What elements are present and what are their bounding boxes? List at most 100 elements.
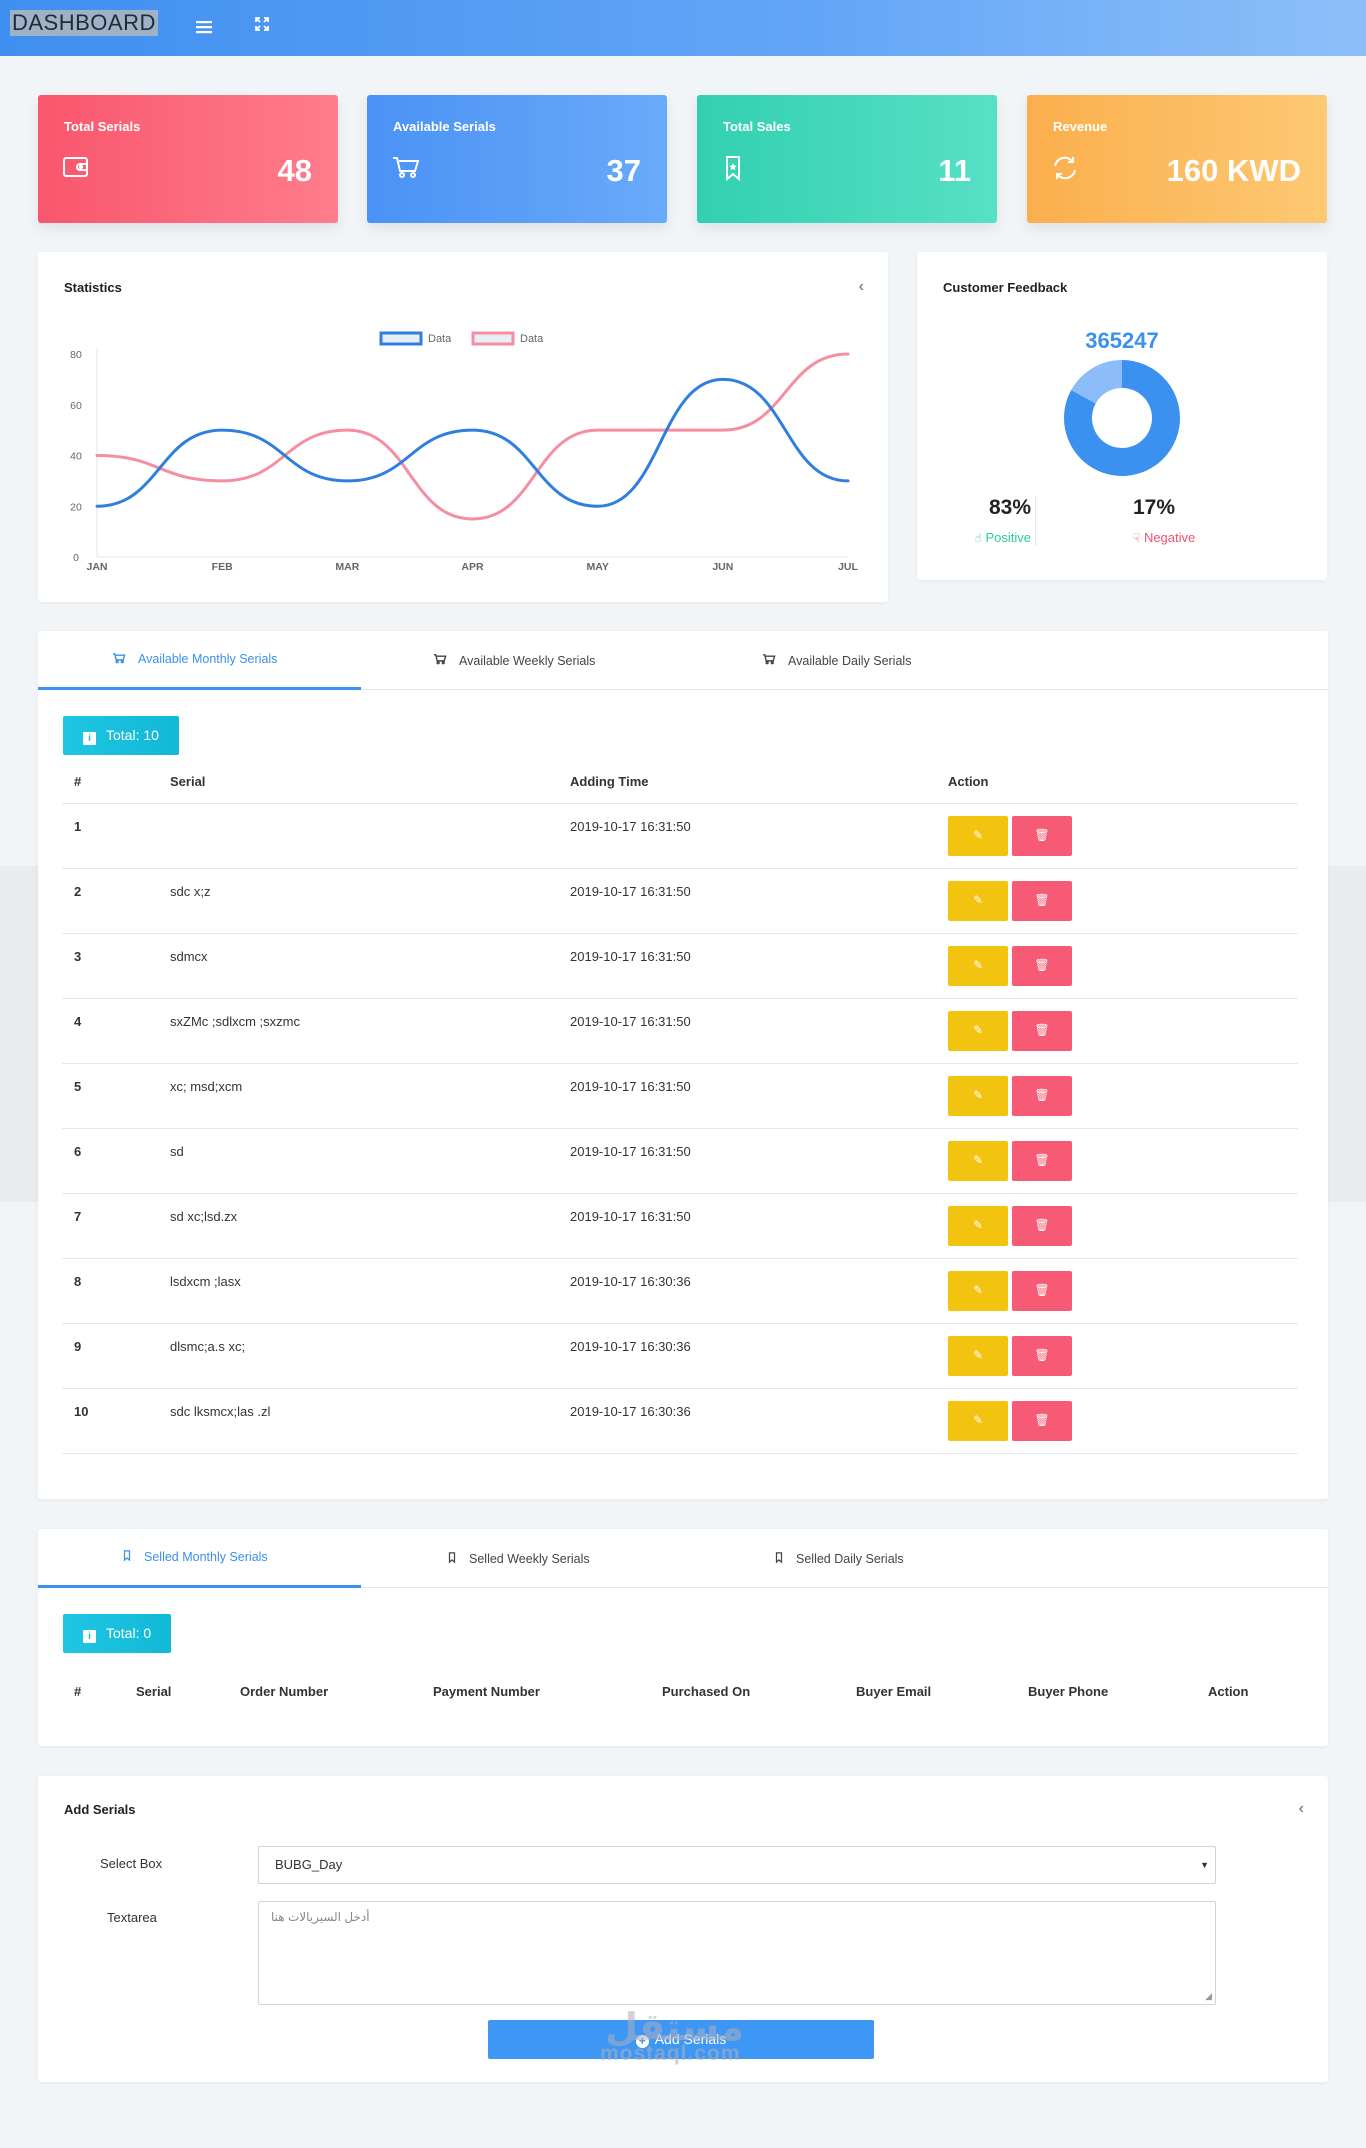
delete-button[interactable]: 🗑 <box>1012 815 1072 856</box>
add-serials-button[interactable]: + Add Serials <box>488 2020 874 2059</box>
tab-selled-daily[interactable]: Selled Daily Serials <box>774 1529 904 1588</box>
edit-button[interactable]: ✎ <box>948 880 1008 921</box>
textarea-placeholder: أدخل السيريالات هنا <box>271 1910 370 1924</box>
tab-label: Selled Daily Serials <box>796 1551 904 1566</box>
total-badge-label: Total: 0 <box>106 1625 152 1641</box>
trash-icon: 🗑 <box>1034 827 1050 842</box>
row-adding-time: 2019-10-17 16:31:50 <box>558 1193 936 1259</box>
plus-circle-icon: + <box>635 2035 649 2048</box>
delete-button[interactable]: 🗑 <box>1012 1400 1072 1441</box>
donut-slice-positive <box>1064 360 1180 476</box>
refresh-icon <box>1051 155 1081 181</box>
row-number: 10 <box>62 1388 158 1454</box>
wallet-icon <box>62 155 92 181</box>
x-tick-label: MAY <box>586 561 608 573</box>
row-actions: ✎ 🗑 <box>936 1323 1298 1389</box>
column-header: Buyer Email <box>856 1683 932 1699</box>
row-serial: lsdxcm ;lasx <box>158 1258 558 1324</box>
row-number: 6 <box>62 1128 158 1194</box>
edit-button[interactable]: ✎ <box>948 1010 1008 1051</box>
row-actions: ✎ 🗑 <box>936 1193 1298 1259</box>
trash-icon: 🗑 <box>1034 892 1050 907</box>
tab-available-monthly[interactable]: Available Monthly Serials <box>38 631 361 690</box>
edit-icon: ✎ <box>972 1347 984 1362</box>
column-header: Order Number <box>240 1683 329 1699</box>
edit-button[interactable]: ✎ <box>948 1075 1008 1116</box>
row-actions: ✎ 🗑 <box>936 868 1298 934</box>
menu-icon[interactable] <box>196 18 212 38</box>
row-serial: sdc x;z <box>158 868 558 934</box>
divider <box>1035 496 1036 546</box>
tab-label: Available Weekly Serials <box>459 653 596 668</box>
trash-icon: 🗑 <box>1034 1022 1050 1037</box>
trash-icon: 🗑 <box>1034 1412 1050 1427</box>
series-line-pink <box>95 352 850 521</box>
stat-card-available-serials: Available Serials 37 <box>367 95 667 223</box>
edit-button[interactable]: ✎ <box>948 1400 1008 1441</box>
column-header: Purchased On <box>662 1683 751 1699</box>
row-serial: sxZMc ;sdlxcm ;sxzmc <box>158 998 558 1064</box>
table-header-row: # Serial Adding Time Action <box>62 761 1298 804</box>
legend-swatch <box>471 331 515 346</box>
caret-down-icon: ▼ <box>1200 1860 1209 1870</box>
serials-textarea[interactable]: أدخل السيريالات هنا ◢ <box>258 1901 1216 2005</box>
tab-selled-weekly[interactable]: Selled Weekly Serials <box>447 1529 590 1588</box>
delete-button[interactable]: 🗑 <box>1012 945 1072 986</box>
textarea-label: Textarea <box>107 1910 157 1925</box>
negative-label-wrap: ☟ Negative <box>1133 530 1195 545</box>
table-row: 10 sdc lksmcx;las .zl 2019-10-17 16:30:36 ✎… <box>62 1388 1298 1454</box>
trash-icon: 🗑 <box>1034 1347 1050 1362</box>
tab-label: Available Monthly Serials <box>138 652 278 666</box>
edit-button[interactable]: ✎ <box>948 1205 1008 1246</box>
column-header: # <box>74 1683 82 1699</box>
bookmark-icon <box>721 155 751 182</box>
collapse-chevron-icon[interactable]: ‹ <box>858 278 864 295</box>
edit-icon: ✎ <box>972 1217 984 1232</box>
edit-button[interactable]: ✎ <box>948 1140 1008 1181</box>
bookmark-icon <box>447 1551 457 1567</box>
x-tick-label: MAR <box>335 561 359 573</box>
table-row: 1 2019-10-17 16:31:50 ✎ 🗑 <box>62 803 1298 869</box>
watermark-latin: mostaql.com <box>600 2042 741 2065</box>
stat-label: Total Serials <box>64 119 141 134</box>
trash-icon: 🗑 <box>1034 1282 1050 1297</box>
collapse-chevron-icon[interactable]: ‹ <box>1298 1800 1304 1817</box>
delete-button[interactable]: 🗑 <box>1012 1270 1072 1311</box>
row-serial: dlsmc;a.s xc; <box>158 1323 558 1389</box>
delete-button[interactable]: 🗑 <box>1012 1010 1072 1051</box>
tab-available-weekly[interactable]: Available Weekly Serials <box>433 631 595 690</box>
column-header: Payment Number <box>433 1683 540 1699</box>
edit-button[interactable]: ✎ <box>948 1335 1008 1376</box>
column-header: Buyer Phone <box>1028 1683 1109 1699</box>
delete-button[interactable]: 🗑 <box>1012 1075 1072 1116</box>
edit-button[interactable]: ✎ <box>948 945 1008 986</box>
statistics-title: Statistics <box>64 280 122 295</box>
delete-button[interactable]: 🗑 <box>1012 1140 1072 1181</box>
row-serial: xc; msd;xcm <box>158 1063 558 1129</box>
resize-grip-icon[interactable]: ◢ <box>1205 1991 1212 2001</box>
edit-icon: ✎ <box>972 957 984 972</box>
row-actions: ✎ 🗑 <box>936 803 1298 869</box>
delete-button[interactable]: 🗑 <box>1012 880 1072 921</box>
available-tabs: Available Monthly Serials Available Week… <box>38 631 1328 690</box>
delete-button[interactable]: 🗑 <box>1012 1205 1072 1246</box>
tab-selled-monthly[interactable]: Selled Monthly Serials <box>38 1529 361 1588</box>
tab-available-daily[interactable]: Available Daily Serials <box>762 631 911 690</box>
cart-icon <box>112 652 126 667</box>
row-adding-time: 2019-10-17 16:31:50 <box>558 933 936 999</box>
brand-title[interactable]: DASHBOARD <box>10 10 158 36</box>
info-icon: i <box>83 732 96 745</box>
edit-button[interactable]: ✎ <box>948 815 1008 856</box>
row-actions: ✎ 🗑 <box>936 1128 1298 1194</box>
bookmark-icon <box>774 1551 784 1567</box>
edit-icon: ✎ <box>972 1087 984 1102</box>
edit-button[interactable]: ✎ <box>948 1270 1008 1311</box>
row-actions: ✎ 🗑 <box>936 1063 1298 1129</box>
positive-label-wrap: ☝ Positive <box>937 530 1031 545</box>
tab-label: Selled Monthly Serials <box>144 1550 268 1564</box>
selled-serials-card: Selled Monthly Serials Selled Weekly Ser… <box>38 1529 1328 1746</box>
expand-icon[interactable] <box>254 16 270 36</box>
y-tick-label: 20 <box>70 501 82 513</box>
box-select[interactable]: BUBG_Day ▼ <box>258 1846 1216 1884</box>
delete-button[interactable]: 🗑 <box>1012 1335 1072 1376</box>
